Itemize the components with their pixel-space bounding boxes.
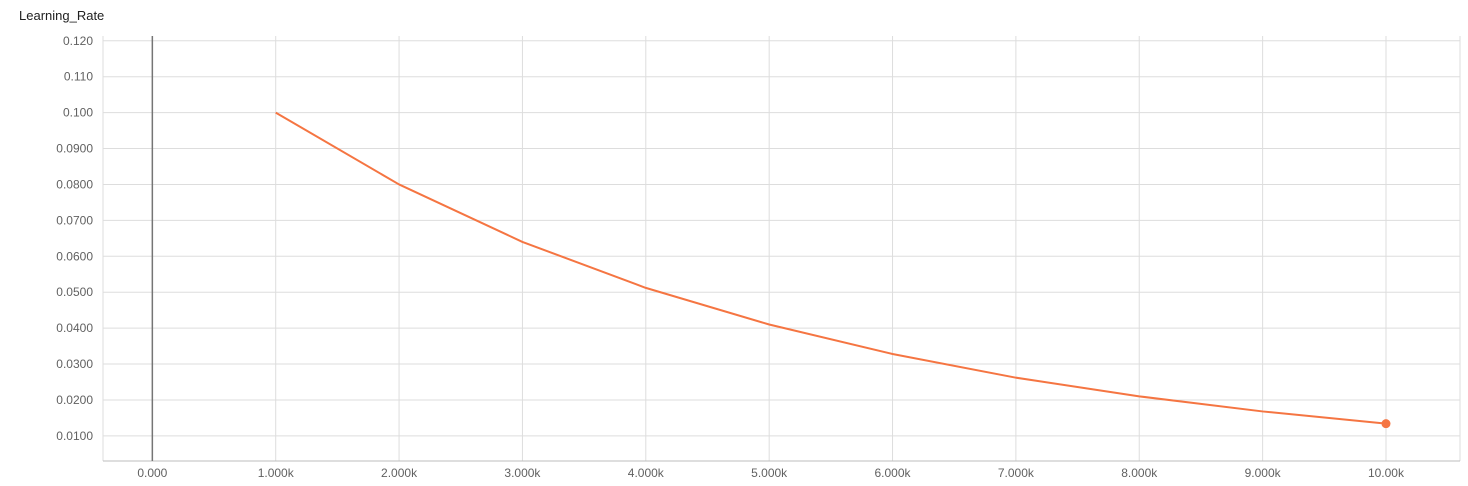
data-point[interactable] xyxy=(767,323,771,327)
x-tick-label: 10.00k xyxy=(1368,466,1405,480)
data-point[interactable] xyxy=(1137,394,1141,398)
y-tick-label: 0.0500 xyxy=(56,285,93,299)
y-tick-label: 0.0200 xyxy=(56,393,93,407)
y-tick-label: 0.110 xyxy=(64,70,93,84)
series-line xyxy=(275,111,1387,425)
y-tick-label: 0.0100 xyxy=(56,429,93,443)
x-tick-label: 6.000k xyxy=(875,466,912,480)
data-point[interactable] xyxy=(1261,409,1265,413)
y-tick-label: 0.0600 xyxy=(56,249,93,263)
x-tick-label: 1.000k xyxy=(258,466,295,480)
x-tick-label: 9.000k xyxy=(1245,466,1282,480)
x-tick-label: 5.000k xyxy=(751,466,788,480)
y-tick-label: 0.0700 xyxy=(56,213,93,227)
data-point[interactable] xyxy=(891,352,895,356)
data-point[interactable] xyxy=(1014,376,1018,380)
data-point[interactable] xyxy=(397,182,401,186)
y-tick-label: 0.0400 xyxy=(56,321,93,335)
x-tick-label: 2.000k xyxy=(381,466,418,480)
y-tick-label: 0.0900 xyxy=(56,142,93,156)
y-tick-label: 0.0800 xyxy=(56,177,93,191)
x-tick-label: 4.000k xyxy=(628,466,665,480)
last-data-point[interactable] xyxy=(1381,419,1391,429)
data-point[interactable] xyxy=(274,111,278,115)
y-tick-label: 0.0300 xyxy=(56,357,93,371)
y-tick-label: 0.120 xyxy=(63,34,93,48)
x-tick-label: 8.000k xyxy=(1121,466,1158,480)
x-tick-label: 0.000 xyxy=(137,466,167,480)
data-point[interactable] xyxy=(644,286,648,290)
data-point[interactable] xyxy=(520,240,524,244)
x-tick-label: 3.000k xyxy=(504,466,541,480)
y-tick-label: 0.100 xyxy=(63,106,93,120)
chart-title: Learning_Rate xyxy=(19,8,105,23)
x-tick-label: 7.000k xyxy=(998,466,1035,480)
